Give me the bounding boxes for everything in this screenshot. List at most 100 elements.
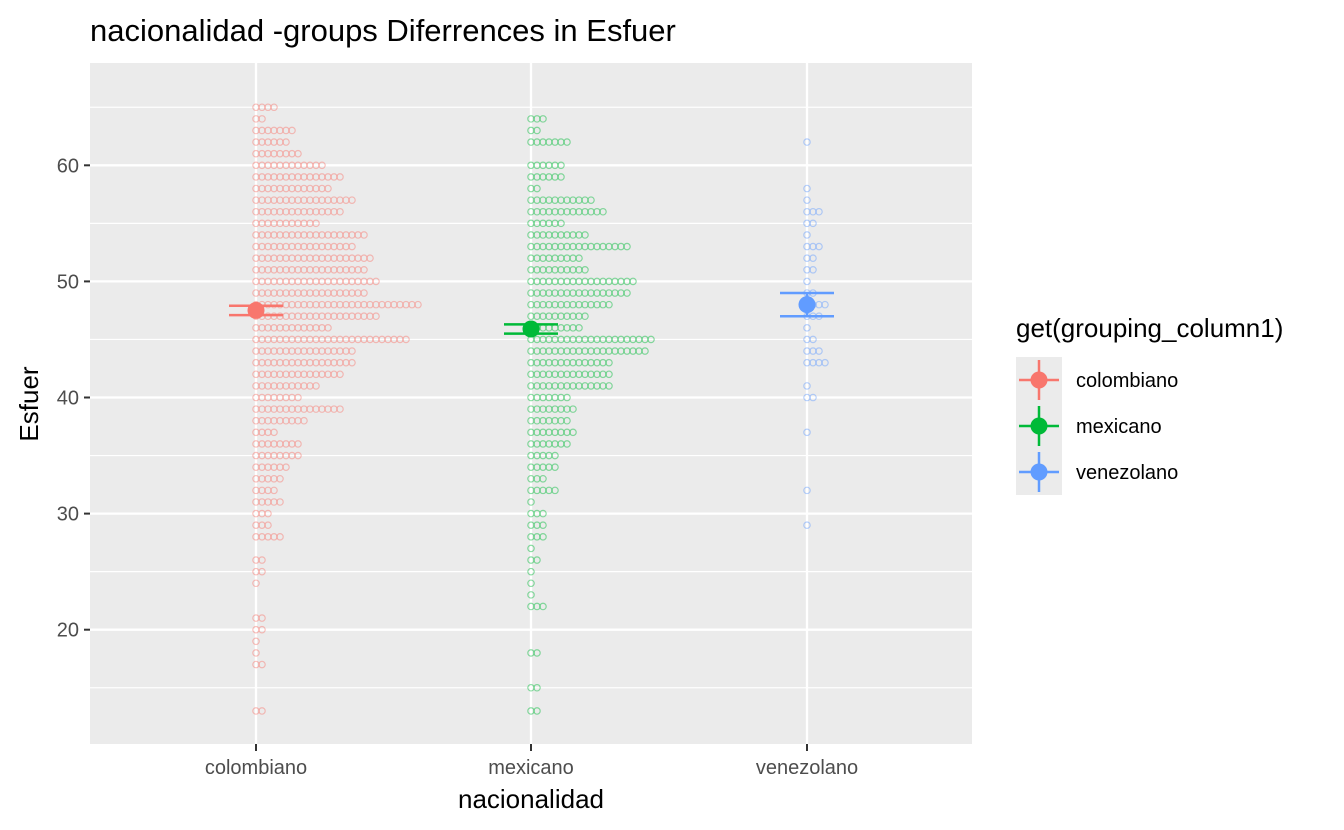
data-point [575,254,583,262]
data-point [539,521,547,530]
data-point [288,416,296,425]
data-point [539,265,547,274]
data-point [336,231,344,239]
data-point [527,393,535,402]
data-point [258,405,266,413]
data-point [294,300,302,309]
data-point [545,138,553,146]
data-point [527,405,535,413]
data-point [264,173,272,181]
data-point [336,265,344,274]
data-point [294,196,302,204]
data-point [563,242,571,251]
data-point [330,347,338,355]
data-point [264,358,272,367]
data-point [330,242,338,251]
data-point [557,277,565,286]
data-point [312,254,320,262]
data-point [581,265,589,274]
data-point [593,370,601,379]
data-point [527,533,535,541]
data-point [348,265,356,274]
data-point [312,382,320,390]
data-point [569,196,577,204]
data-point [527,289,535,297]
data-point [252,138,260,146]
data-point [803,347,811,355]
data-point [821,300,829,309]
data-point [270,498,278,506]
data-point [557,393,565,402]
data-point [270,173,278,181]
data-point [252,521,260,530]
data-point [803,231,811,239]
data-point [282,242,290,251]
data-point [294,289,302,297]
data-point [557,254,565,262]
data-point [527,184,535,193]
data-point [288,184,296,193]
data-point [545,382,553,390]
data-point [557,219,565,228]
data-point [575,300,583,309]
data-point [342,277,350,286]
data-point [282,207,290,216]
data-point [575,207,583,216]
data-point [318,265,326,274]
data-point [306,231,314,239]
data-point [557,370,565,379]
data-point [258,277,266,286]
data-point [270,103,278,112]
data-point [252,660,260,669]
data-point [605,277,613,286]
data-point [312,312,320,321]
data-point [252,649,260,657]
data-point [587,335,595,344]
data-point [276,231,284,239]
data-point [264,382,272,390]
data-point [300,231,308,239]
data-point [533,416,541,425]
data-point [533,370,541,379]
data-point [539,370,547,379]
data-point [587,196,595,204]
data-point [276,370,284,379]
data-point [809,265,817,274]
data-point [803,184,811,193]
data-point [539,242,547,251]
data-point [270,347,278,355]
legend-key-point [1030,371,1048,389]
data-point [300,382,308,390]
data-point [599,300,607,309]
data-point [809,358,817,367]
data-point [563,335,571,344]
data-point [270,149,278,158]
data-point [282,382,290,390]
data-point [581,382,589,390]
data-point [533,683,541,692]
data-point [258,126,266,135]
data-point [300,265,308,274]
data-point [264,138,272,146]
data-point [527,358,535,367]
data-point [527,486,535,495]
data-point [258,289,266,297]
data-point [366,300,374,309]
data-point [312,207,320,216]
data-point [527,591,535,599]
data-point [803,277,811,286]
data-point [539,335,547,344]
data-point [288,358,296,367]
data-point [264,370,272,379]
data-point [282,358,290,367]
data-point [252,173,260,181]
legend-key-point [1030,463,1048,481]
data-point [557,138,565,146]
data-point [533,126,541,135]
data-point [533,115,541,123]
data-point [539,358,547,367]
data-point [324,405,332,413]
data-point [647,335,655,344]
data-point [258,533,266,541]
data-point [252,103,260,112]
